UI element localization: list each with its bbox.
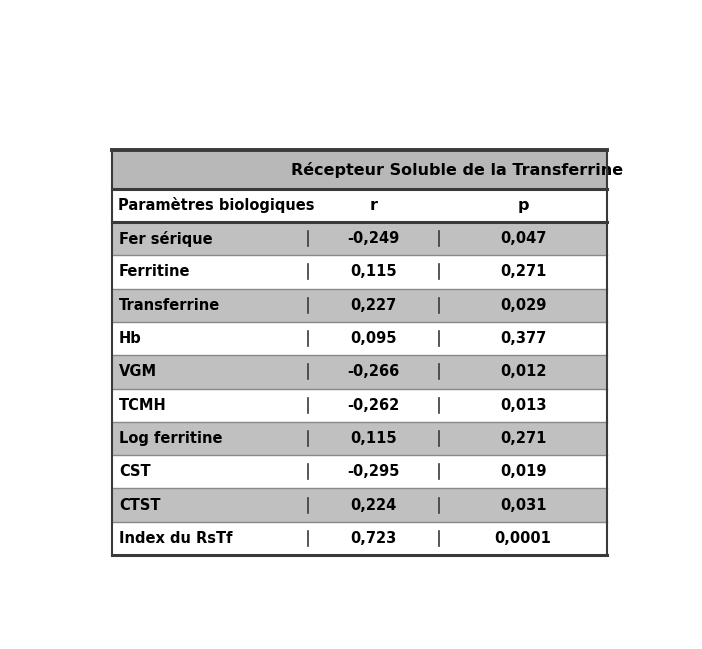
Text: -0,249: -0,249 [347,231,399,246]
Bar [112,489,607,522]
Text: 0,012: 0,012 [500,364,546,380]
Text: 0,047: 0,047 [500,231,546,246]
Text: Log ferritine: Log ferritine [119,431,223,446]
Text: -0,262: -0,262 [347,398,399,413]
Bar [112,522,607,555]
Text: 0,271: 0,271 [500,431,546,446]
Text: 0,377: 0,377 [500,331,546,346]
Bar [112,455,607,489]
Bar [112,151,607,555]
Text: Index du RsTf: Index du RsTf [119,531,232,546]
Bar [112,389,607,422]
Text: 0,115: 0,115 [350,431,397,446]
Text: -0,266: -0,266 [347,364,399,380]
Text: 0,095: 0,095 [350,331,397,346]
Bar [112,355,607,389]
Bar [112,289,607,322]
Text: 0,271: 0,271 [500,264,546,280]
Text: 0,723: 0,723 [350,531,397,546]
Bar [112,222,607,255]
Text: Hb: Hb [119,331,142,346]
Text: 0,227: 0,227 [350,298,397,313]
Text: VGM: VGM [119,364,157,380]
Text: CTST: CTST [119,498,160,513]
Text: Paramètres biologiques: Paramètres biologiques [118,197,314,214]
Text: Ferritine: Ferritine [119,264,190,280]
Bar [112,255,607,289]
Text: 0,0001: 0,0001 [495,531,552,546]
Text: 0,029: 0,029 [500,298,546,313]
Bar [112,322,607,355]
Bar [112,151,607,189]
Text: r: r [369,198,378,213]
Text: 0,224: 0,224 [350,498,397,513]
Text: 0,031: 0,031 [500,498,546,513]
Bar [112,422,607,455]
Text: -0,295: -0,295 [347,464,399,480]
Text: CST: CST [119,464,150,480]
Text: 0,019: 0,019 [500,464,546,480]
Text: Fer sérique: Fer sérique [119,230,213,247]
Text: p: p [517,198,529,213]
Text: Récepteur Soluble de la Transferrine: Récepteur Soluble de la Transferrine [291,162,623,178]
Text: Transferrine: Transferrine [119,298,220,313]
Text: 0,013: 0,013 [500,398,546,413]
Text: TCMH: TCMH [119,398,166,413]
Text: 0,115: 0,115 [350,264,397,280]
Bar [112,189,607,222]
